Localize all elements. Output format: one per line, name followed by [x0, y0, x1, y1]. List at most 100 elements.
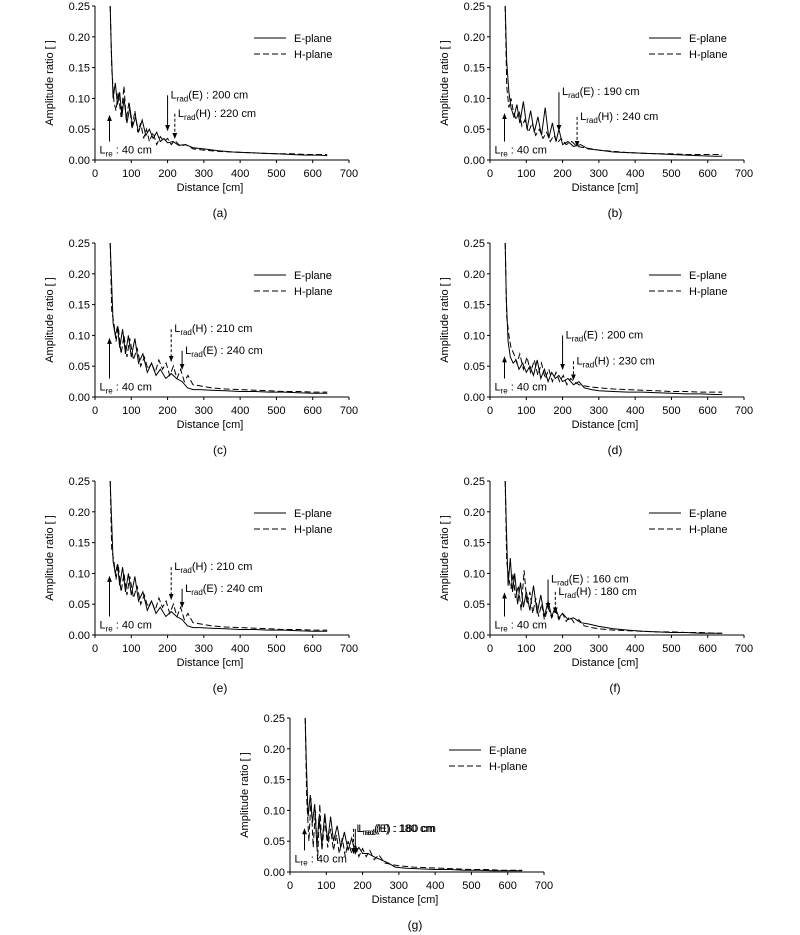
series-line-h-plane	[109, 5, 328, 155]
annotation-rest: : 40 cm	[508, 145, 547, 157]
y-tick-label: 0.15	[69, 63, 90, 75]
y-tick-label: 0.20	[69, 507, 90, 519]
legend-entry: E-plane	[689, 33, 727, 45]
annotation-rest: (H) : 230 cm	[594, 355, 655, 367]
annotation-label: Lrad(H) : 210 cm	[174, 323, 252, 337]
y-tick-label: 0.20	[464, 507, 485, 519]
annotation-label: Lrad(H) : 230 cm	[576, 355, 654, 369]
y-axis-label: Amplitude ratio [ ]	[439, 40, 451, 126]
y-tick-label: 0.00	[69, 155, 90, 167]
annotation-label: Lrad(E) : 200 cm	[566, 329, 644, 343]
y-tick-label: 0.20	[464, 32, 485, 44]
x-tick-label: 500	[662, 643, 680, 655]
annotation-main: L	[100, 382, 106, 394]
annotation-rest: (E) : 180 cm	[376, 823, 436, 835]
annotation-main: L	[562, 86, 568, 98]
annotation-main: L	[100, 145, 106, 157]
annotation-label: Lrad(H) : 240 cm	[580, 111, 658, 125]
x-tick-label: 200	[158, 643, 176, 655]
x-tick-label: 100	[122, 168, 140, 180]
annotation-subscript: rad	[191, 350, 203, 359]
x-tick-label: 500	[662, 168, 680, 180]
y-axis-label: Amplitude ratio [ ]	[44, 277, 56, 363]
annotation-label: Lrad(E) : 190 cm	[562, 86, 640, 100]
annotation-label: Lrad(H) : 180 cm	[357, 823, 435, 837]
legend-entry: H-plane	[689, 49, 728, 61]
y-tick-label: 0.10	[69, 93, 90, 105]
x-tick-label: 700	[735, 643, 753, 655]
series-line-h-plane	[504, 242, 723, 393]
x-tick-label: 700	[735, 168, 753, 180]
y-tick-label: 0.15	[464, 538, 485, 550]
annotation-rest: : 40 cm	[113, 145, 152, 157]
y-tick-label: 0.00	[464, 630, 485, 642]
annotation-rest: : 40 cm	[508, 620, 547, 632]
y-tick-label: 0.00	[69, 392, 90, 404]
y-tick-label: 0.25	[464, 1, 485, 13]
annotation-rest: (E) : 190 cm	[580, 86, 640, 98]
x-tick-label: 200	[353, 880, 371, 892]
annotation-rest: (H) : 210 cm	[192, 323, 253, 335]
y-tick-label: 0.05	[464, 599, 485, 611]
series-line-e-plane	[504, 242, 723, 395]
annotation-subscript: rad	[180, 566, 192, 575]
x-tick-label: 100	[517, 405, 535, 417]
annotation-label: Lre : 40 cm	[495, 620, 547, 634]
x-tick-label: 600	[304, 405, 322, 417]
x-tick-label: 0	[487, 405, 493, 417]
x-tick-label: 200	[553, 168, 571, 180]
legend-entry: H-plane	[489, 761, 528, 773]
series-line-h-plane	[109, 480, 328, 631]
y-tick-label: 0.05	[264, 836, 285, 848]
x-tick-label: 400	[626, 643, 644, 655]
y-tick-label: 0.05	[464, 124, 485, 136]
annotation-rest: (H) : 240 cm	[598, 111, 659, 123]
x-tick-label: 500	[662, 405, 680, 417]
annotation-rest: : 40 cm	[308, 853, 347, 865]
annotation-rest: (H) : 210 cm	[192, 561, 253, 573]
y-tick-label: 0.00	[264, 867, 285, 879]
annotation-label: Lre : 40 cm	[100, 145, 152, 159]
x-tick-label: 0	[487, 643, 493, 655]
x-tick-label: 300	[590, 643, 608, 655]
y-tick-label: 0.10	[69, 330, 90, 342]
x-tick-label: 0	[92, 168, 98, 180]
x-tick-label: 200	[553, 405, 571, 417]
x-tick-label: 400	[231, 405, 249, 417]
x-tick-label: 600	[699, 643, 717, 655]
legend-entry: H-plane	[294, 524, 333, 536]
annotation-label: Lrad(E) : 180 cm	[358, 823, 436, 837]
legend-entry: E-plane	[294, 270, 332, 282]
annotation-label: Lre : 40 cm	[495, 382, 547, 396]
annotation-label: Lrad(E) : 200 cm	[171, 89, 249, 103]
x-tick-label: 400	[231, 168, 249, 180]
x-axis-label: Distance [cm]	[572, 657, 639, 669]
x-axis-label: Distance [cm]	[572, 419, 639, 431]
x-tick-label: 700	[340, 405, 358, 417]
y-tick-label: 0.25	[464, 238, 485, 250]
x-tick-label: 0	[487, 168, 493, 180]
y-tick-label: 0.25	[69, 476, 90, 488]
annotation-main: L	[580, 111, 586, 123]
annotation-label: Lre : 40 cm	[495, 145, 547, 159]
y-tick-label: 0.00	[69, 630, 90, 642]
annotation-main: L	[295, 853, 301, 865]
annotation-rest: : 40 cm	[508, 382, 547, 394]
y-tick-label: 0.05	[464, 361, 485, 373]
x-tick-label: 300	[195, 168, 213, 180]
series-line-e-plane	[504, 5, 723, 157]
panel-label: (d)	[608, 443, 623, 457]
annotation-subscript: rad	[180, 328, 192, 337]
series-line-e-plane	[504, 480, 723, 634]
x-tick-label: 300	[590, 168, 608, 180]
annotation-subscript: re	[501, 150, 509, 159]
x-tick-label: 200	[553, 643, 571, 655]
annotation-main: L	[551, 574, 557, 586]
annotation-subscript: re	[106, 625, 114, 634]
y-tick-label: 0.15	[464, 300, 485, 312]
chart-panel: 0.00 0.05 0.10 0.15 0.20 0.25 0 100 200 300 400 500…	[44, 238, 358, 457]
y-tick-label: 0.25	[464, 476, 485, 488]
annotation-main: L	[495, 620, 501, 632]
y-axis-label: Amplitude ratio [ ]	[44, 40, 56, 126]
